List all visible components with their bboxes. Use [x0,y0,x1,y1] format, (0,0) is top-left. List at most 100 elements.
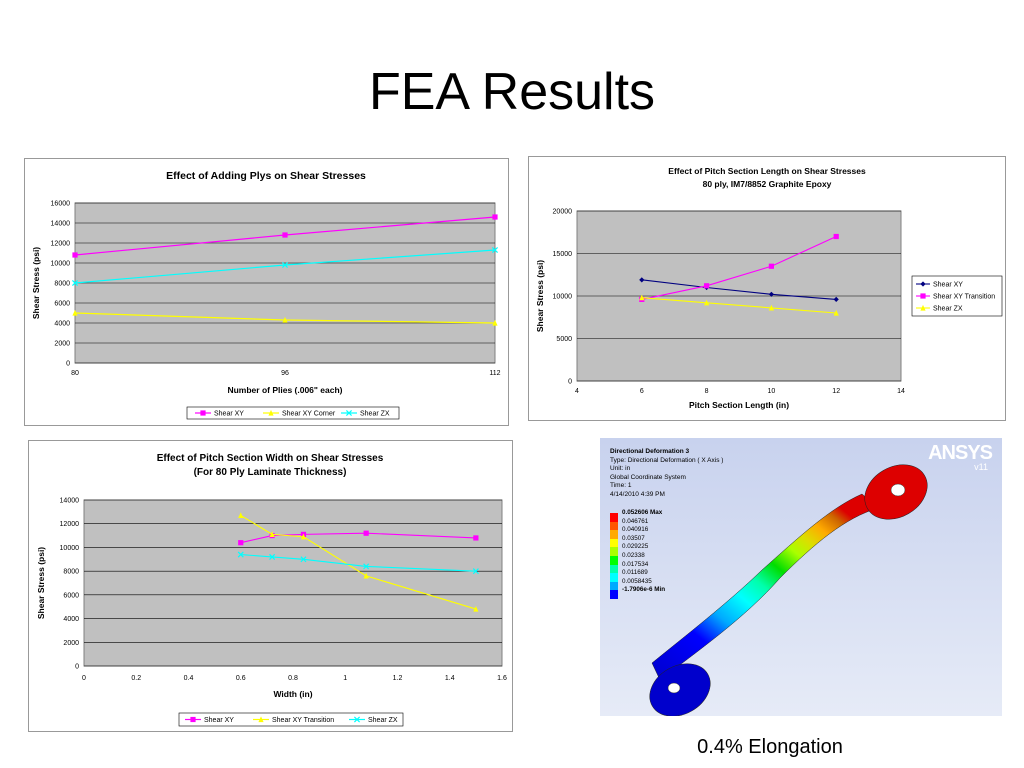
y-axis-label: Shear Stress (psi) [36,547,46,619]
color-swatch [610,590,618,599]
chart-plies-panel: Effect of Adding Plys on Shear Stresses … [24,158,509,426]
legend-label: Shear XY Transition [933,294,995,301]
data-point [704,283,710,289]
result-info: Directional Deformation 3 Type: Directio… [610,448,723,499]
chart-subtitle: (For 80 Ply Laminate Thickness) [194,467,347,478]
legend-label: Shear XY [204,717,234,724]
color-scale-value: 0.03507 [622,534,645,542]
x-tick-label: 12 [832,388,840,395]
result-type: Type: Directional Deformation ( X Axis ) [610,456,724,464]
result-title: Directional Deformation 3 [610,448,690,455]
y-tick-label: 5000 [556,336,572,343]
series-line [641,297,837,314]
result-unit: Unit: in [610,465,631,472]
color-scale-value: 0.040916 [622,526,649,534]
y-tick-label: 8000 [63,569,79,576]
x-axis-label: Pitch Section Length (in) [689,400,789,410]
data-point [768,304,774,311]
series-line [641,279,837,300]
data-point [639,294,645,301]
data-point [72,309,78,316]
y-tick-label: 14000 [60,498,80,505]
data-point [472,568,479,575]
y-tick-label: 4000 [63,616,79,623]
chart-pitch-width-panel: Effect of Pitch Section Width on Shear S… [28,440,513,732]
color-swatch [610,521,618,531]
legend-label: Shear XY Transition [272,717,334,724]
x-tick-label: 14 [897,388,905,395]
legend-marker [920,281,926,287]
data-point [492,214,498,220]
x-axis-label: Width (in) [273,689,312,699]
legend-marker [268,409,274,416]
color-scale-value: 0.0058435 [622,577,652,585]
legend-marker [258,716,264,723]
color-scale-value: -1.7906e-6 Min [622,586,666,594]
slide-caption: 0.4% Elongation [697,736,843,758]
data-point [72,252,78,258]
legend-marker [353,716,361,723]
result-time: Time: 1 [610,482,632,489]
y-tick-label: 12000 [51,241,71,248]
data-point [300,533,307,540]
data-point [704,299,710,306]
data-point [492,319,498,326]
color-swatch [610,547,618,556]
color-swatch [610,564,618,574]
data-point [833,233,839,240]
chart-pitch-length-panel: Effect of Pitch Section Length on Shear … [528,156,1006,421]
y-tick-label: 14000 [51,221,71,228]
x-tick-label: 1.6 [497,675,507,682]
plot-area [83,499,503,667]
y-tick-label: 0 [568,379,572,386]
x-axis-label: Number of Plies (.006" each) [227,385,342,395]
result-date: 4/14/2010 4:39 PM [610,490,665,498]
color-swatch [610,555,618,565]
color-swatch [610,538,618,548]
x-tick-label: 80 [71,370,79,377]
result-coordinate-system: Global Coordinate System [610,473,686,481]
color-scale-value: 0.017534 [622,560,649,568]
y-tick-label: 12000 [60,521,80,528]
color-swatch [610,530,618,539]
chart-subtitle: 80 ply, IM7/8852 Graphite Epoxy [703,179,832,189]
data-point [833,309,839,316]
data-point [281,261,289,269]
legend-box [186,406,400,420]
data-point [363,530,369,536]
data-point [269,531,275,537]
x-tick-label: 1.2 [393,675,403,682]
y-tick-label: 0 [66,361,70,368]
x-tick-label: 10 [768,388,776,395]
legend-marker [920,293,926,299]
y-tick-label: 10000 [553,294,573,301]
data-point [71,279,79,287]
legend-marker [190,716,196,723]
data-point [768,263,774,269]
chart-title: Effect of Pitch Section Length on Shear … [668,166,866,176]
y-tick-label: 4000 [54,321,70,328]
y-axis-label: Shear Stress (psi) [31,247,41,319]
data-point [363,572,369,579]
x-tick-label: 0.8 [288,675,298,682]
y-tick-label: 15000 [553,251,573,258]
data-point [238,540,244,546]
y-tick-label: 16000 [51,201,71,208]
color-scale-value: 0.029225 [622,543,649,551]
legend-marker [345,409,353,417]
y-tick-label: 20000 [553,209,573,216]
y-tick-label: 2000 [54,341,70,348]
chart-title: Effect of Pitch Section Width on Shear S… [157,453,384,464]
x-tick-label: 112 [489,370,500,377]
data-point [269,553,276,560]
y-tick-label: 0 [75,664,79,671]
y-axis-label: Shear Stress (psi) [535,260,545,332]
legend-label: Shear ZX [368,717,398,724]
legend-label: Shear ZX [933,306,963,313]
color-swatch [610,513,618,522]
slide-title: FEA Results [368,63,656,121]
x-tick-label: 4 [575,388,579,395]
legend-marker [920,304,926,311]
chart-pitch-width: Effect of Pitch Section Width on Shear S… [36,453,507,727]
x-tick-label: 6 [640,388,644,395]
